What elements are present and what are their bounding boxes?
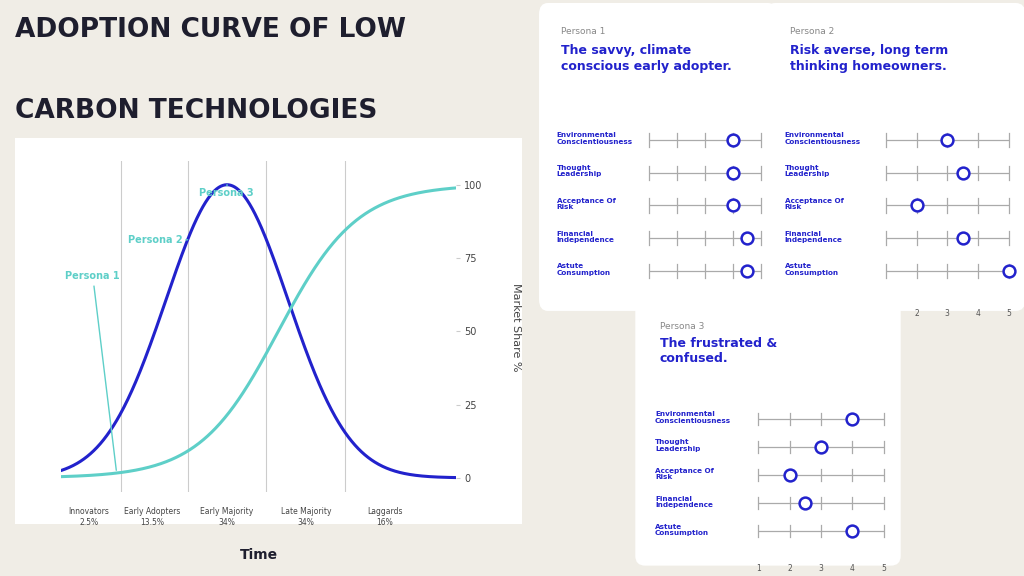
Text: CARBON TECHNOLOGIES: CARBON TECHNOLOGIES — [15, 98, 378, 124]
FancyBboxPatch shape — [635, 301, 901, 566]
Text: Risk averse, long term
thinking homeowners.: Risk averse, long term thinking homeowne… — [790, 44, 948, 73]
Y-axis label: Market Share %: Market Share % — [511, 283, 521, 371]
Text: 1: 1 — [884, 309, 888, 319]
Text: Astute
Consumption: Astute Consumption — [655, 524, 709, 536]
Text: Early Adopters
13.5%: Early Adopters 13.5% — [124, 507, 180, 526]
Text: 5: 5 — [759, 309, 764, 319]
Text: Acceptance Of
Risk: Acceptance Of Risk — [557, 198, 615, 210]
Text: 5: 5 — [881, 564, 886, 574]
Text: Laggards
16%: Laggards 16% — [367, 507, 402, 526]
Text: Environmental
Conscientiousness: Environmental Conscientiousness — [557, 132, 633, 145]
Text: Early Majority
34%: Early Majority 34% — [201, 507, 254, 526]
Text: Persona 2: Persona 2 — [790, 27, 834, 36]
Text: Acceptance Of
Risk: Acceptance Of Risk — [655, 468, 714, 480]
Text: 4: 4 — [731, 309, 736, 319]
Text: 3: 3 — [818, 564, 823, 574]
Text: Environmental
Conscientiousness: Environmental Conscientiousness — [655, 411, 731, 424]
Text: 3: 3 — [702, 309, 708, 319]
Text: Late Majority
34%: Late Majority 34% — [281, 507, 331, 526]
Text: Persona 1: Persona 1 — [66, 271, 120, 470]
Text: 2: 2 — [787, 564, 792, 574]
Text: Financial
Independence: Financial Independence — [557, 230, 614, 243]
Text: 4: 4 — [850, 564, 855, 574]
Text: Thought
Leadership: Thought Leadership — [784, 165, 830, 177]
FancyBboxPatch shape — [766, 3, 1024, 311]
Text: 4: 4 — [976, 309, 980, 319]
Text: 2: 2 — [914, 309, 919, 319]
Text: 2: 2 — [675, 309, 680, 319]
Text: Astute
Consumption: Astute Consumption — [557, 263, 610, 276]
Circle shape — [968, 30, 993, 56]
Text: Astute
Consumption: Astute Consumption — [784, 263, 839, 276]
Text: Financial
Independence: Financial Independence — [784, 230, 843, 243]
Text: Persona 2: Persona 2 — [128, 236, 187, 245]
Text: Thought
Leadership: Thought Leadership — [557, 165, 602, 177]
Text: The savvy, climate
conscious early adopter.: The savvy, climate conscious early adopt… — [561, 44, 732, 73]
FancyBboxPatch shape — [0, 127, 538, 536]
Circle shape — [951, 14, 1010, 73]
Text: Acceptance Of
Risk: Acceptance Of Risk — [784, 198, 844, 210]
Text: 1: 1 — [756, 564, 761, 574]
Text: Financial
Independence: Financial Independence — [655, 496, 713, 508]
Text: 1: 1 — [647, 309, 651, 319]
Text: The frustrated &
confused.: The frustrated & confused. — [659, 337, 777, 365]
Text: 3: 3 — [945, 309, 949, 319]
Text: Environmental
Conscientiousness: Environmental Conscientiousness — [784, 132, 861, 145]
FancyBboxPatch shape — [539, 3, 777, 311]
Text: Thought
Leadership: Thought Leadership — [655, 439, 700, 452]
Text: Persona 3: Persona 3 — [659, 322, 705, 331]
Text: Time: Time — [240, 548, 278, 562]
Text: Persona 3: Persona 3 — [200, 185, 254, 199]
Text: Innovators
2.5%: Innovators 2.5% — [69, 507, 110, 526]
Text: Persona 1: Persona 1 — [561, 27, 605, 36]
Circle shape — [958, 22, 1002, 65]
Circle shape — [974, 37, 987, 50]
Text: ADOPTION CURVE OF LOW: ADOPTION CURVE OF LOW — [15, 17, 407, 43]
Text: 5: 5 — [1007, 309, 1011, 319]
